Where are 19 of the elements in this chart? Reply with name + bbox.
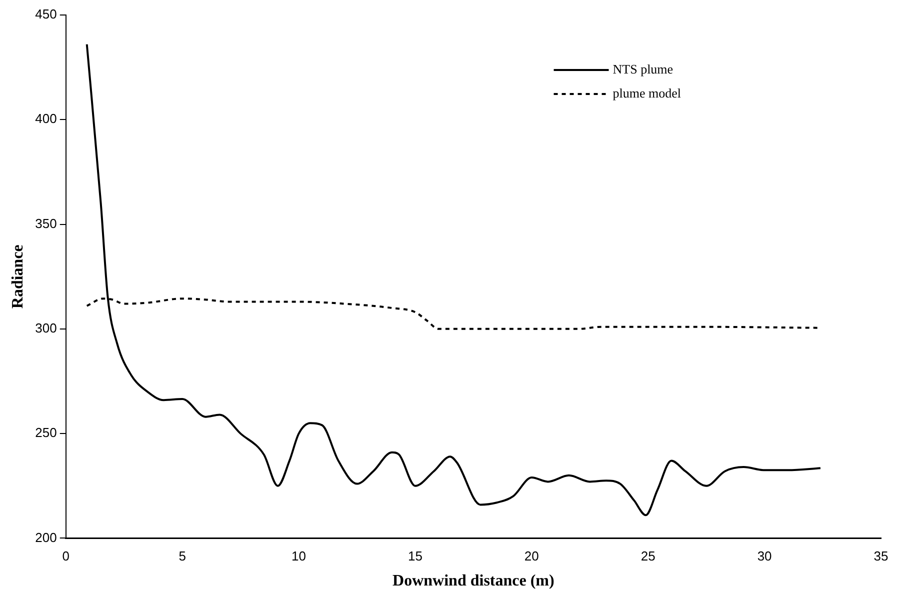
x-tick-label: 35 (874, 548, 888, 564)
x-tick-label: 10 (292, 548, 306, 564)
y-tick-label: 250 (35, 425, 57, 440)
x-tick-label: 15 (408, 548, 422, 564)
y-tick-label: 450 (35, 6, 57, 22)
x-axis-title: Downwind distance (m) (392, 572, 554, 590)
line-series (86, 43, 822, 516)
legend-label: NTS plume (612, 61, 674, 76)
y-tick-label: 400 (35, 111, 57, 126)
y-tick-label: 300 (35, 320, 57, 336)
x-tick-label: 30 (757, 548, 772, 564)
legend-label: plume model (612, 85, 682, 100)
x-tick-label: 0 (62, 548, 70, 564)
x-tick-label: 5 (178, 548, 186, 564)
x-tick-label: 25 (640, 548, 656, 564)
y-axis-title: Radiance (10, 244, 27, 309)
y-tick-label: 350 (35, 216, 57, 231)
x-tick-label: 20 (524, 548, 539, 564)
y-tick-label: 200 (35, 530, 57, 545)
